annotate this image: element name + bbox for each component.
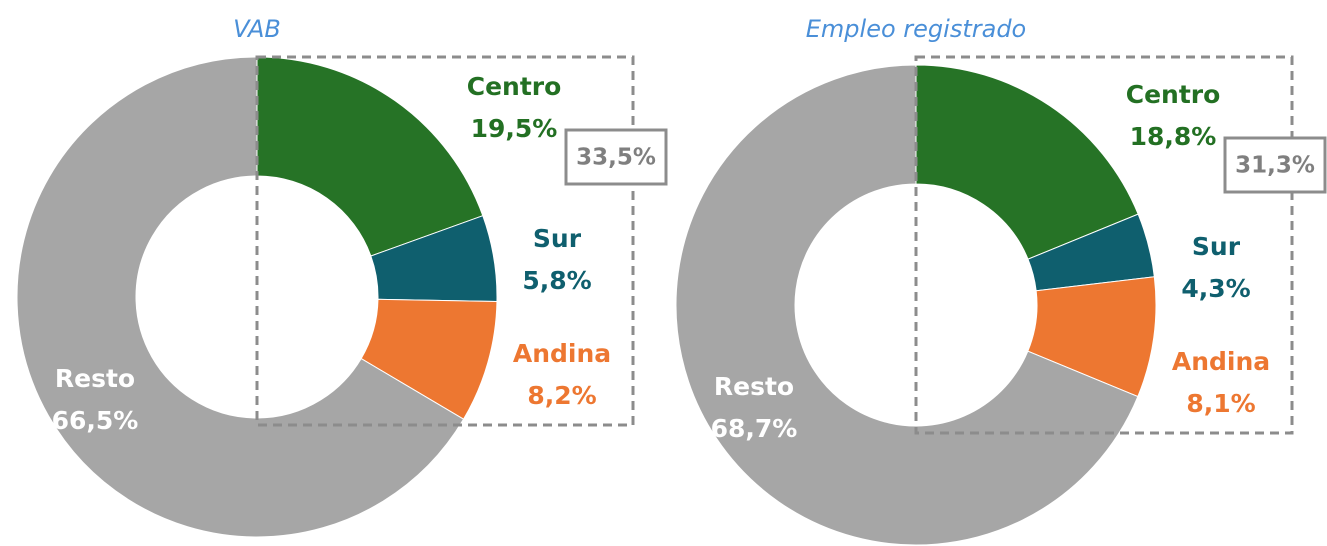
category-label: Resto: [55, 364, 135, 393]
chart-title: VAB: [233, 15, 281, 43]
category-label: Sur: [533, 224, 582, 253]
value-label: 5,8%: [522, 266, 591, 295]
category-label: Sur: [1192, 232, 1241, 261]
value-label: 8,1%: [1186, 389, 1255, 418]
donut-segment: [256, 56, 484, 257]
value-label: 66,5%: [52, 406, 139, 435]
total-box: [564, 128, 668, 186]
donut-segment: [16, 56, 465, 538]
value-label: 8,2%: [527, 381, 596, 410]
total-label: 31,3%: [1235, 153, 1315, 179]
group-box: [914, 55, 1294, 435]
group-box: [255, 55, 635, 427]
category-label: Andina: [1172, 347, 1270, 376]
donut-segment: [915, 64, 1139, 260]
value-label: 18,8%: [1130, 122, 1217, 151]
category-label: Resto: [714, 372, 794, 401]
total-box: [1223, 136, 1327, 194]
category-label: Andina: [513, 339, 611, 368]
chart-title: Empleo registrado: [806, 15, 1026, 43]
total-label: 33,5%: [576, 145, 656, 171]
value-label: 4,3%: [1181, 274, 1250, 303]
category-label: Centro: [467, 72, 562, 101]
value-label: 68,7%: [711, 414, 798, 443]
donut-segment: [675, 64, 1139, 546]
value-label: 19,5%: [471, 114, 558, 143]
category-label: Centro: [1126, 80, 1221, 109]
